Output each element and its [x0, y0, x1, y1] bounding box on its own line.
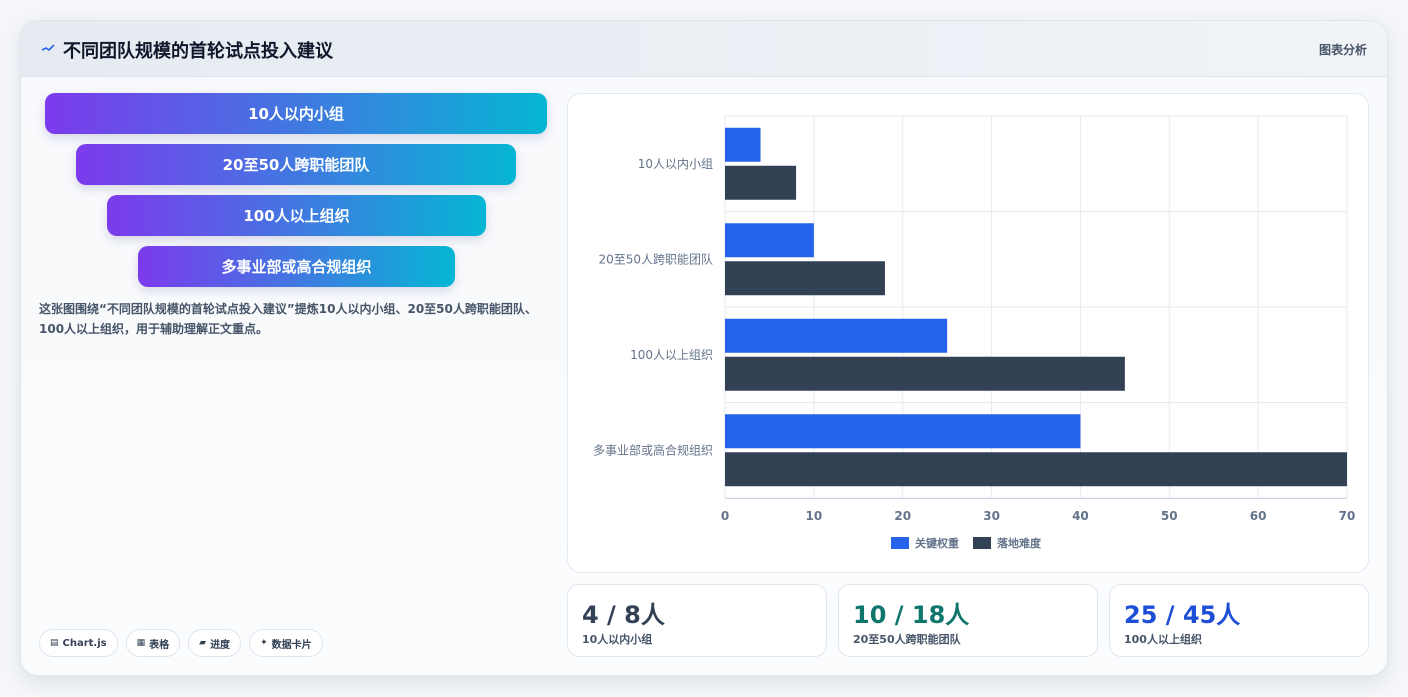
legend-swatch: [973, 537, 991, 549]
chart-icon: ▤: [50, 638, 59, 648]
stat-label: 100人以上组织: [1124, 633, 1202, 646]
chip-chartjs[interactable]: ▤ Chart.js: [39, 629, 118, 657]
y-tick-label: 多事业部或高合规组织: [593, 442, 713, 457]
bar-difficulty: [725, 165, 797, 200]
stat-card-3: 25 / 45人 100人以上组织: [1109, 584, 1369, 657]
chip-label: Chart.js: [62, 637, 107, 649]
chip-label: 数据卡片: [271, 639, 312, 651]
stat-value: 4 / 8人: [582, 601, 665, 629]
bar-difficulty: [725, 261, 885, 296]
funnel-item-label: 100人以上组织: [243, 207, 350, 225]
chart-analysis-tag: 图表分析: [1318, 43, 1367, 57]
x-tick-label: 20: [894, 509, 911, 523]
sparkle-icon: ✦: [260, 638, 268, 648]
bar-weight: [725, 318, 948, 353]
main-card: 不同团队规模的首轮试点投入建议 图表分析 10人以内小组 20至50人跨职能团队…: [20, 20, 1388, 676]
funnel-item-label: 10人以内小组: [248, 105, 344, 123]
bar-weight: [725, 223, 814, 258]
activity-icon: [41, 44, 55, 52]
stat-card-2: 10 / 18人 20至50人跨职能团队: [838, 584, 1098, 657]
bar-difficulty: [725, 452, 1347, 487]
tech-chips: ▤ Chart.js ▦ 表格 ▰ 进度 ✦ 数据卡片: [39, 629, 323, 657]
card-header: 不同团队规模的首轮试点投入建议 图表分析: [21, 21, 1387, 77]
x-tick-label: 70: [1339, 509, 1356, 523]
x-tick-label: 40: [1072, 509, 1089, 523]
page-title: 不同团队规模的首轮试点投入建议: [63, 41, 333, 62]
y-tick-label: 10人以内小组: [638, 157, 713, 171]
table-icon: ▦: [136, 638, 146, 648]
x-tick-label: 50: [1161, 509, 1178, 523]
x-tick-label: 0: [721, 509, 729, 523]
progress-icon: ▰: [199, 638, 207, 648]
funnel-item-4[interactable]: 多事业部或高合规组织: [138, 246, 455, 287]
chip-data-card[interactable]: ✦ 数据卡片: [249, 629, 323, 657]
y-tick-label: 20至50人跨职能团队: [598, 251, 713, 266]
stat-label: 10人以内小组: [582, 633, 653, 646]
chip-table[interactable]: ▦ 表格: [125, 629, 181, 657]
x-tick-label: 10: [806, 509, 823, 523]
stat-label: 20至50人跨职能团队: [853, 633, 961, 646]
funnel-item-1[interactable]: 10人以内小组: [45, 93, 547, 134]
chip-label: 表格: [149, 639, 170, 651]
funnel-item-label: 20至50人跨职能团队: [222, 156, 370, 174]
chart-description: 这张图围绕“不同团队规模的首轮试点投入建议”提炼10人以内小组、20至50人跨职…: [39, 302, 537, 336]
funnel-item-2[interactable]: 20至50人跨职能团队: [76, 144, 516, 185]
chip-progress[interactable]: ▰ 进度: [188, 629, 242, 657]
funnel-item-label: 多事业部或高合规组织: [221, 258, 372, 276]
stat-card-1: 4 / 8人 10人以内小组: [567, 584, 827, 657]
bar-weight: [725, 127, 761, 162]
bar-difficulty: [725, 356, 1125, 391]
legend-label: 关键权重: [915, 536, 959, 550]
chart-container: 10人以内小组 20至50人跨职能团队 100人以上组织多事业部或高合规组织 0 10 2…: [567, 93, 1369, 573]
x-tick-label: 60: [1250, 509, 1267, 523]
chip-label: 进度: [210, 639, 231, 651]
stat-value: 25 / 45人: [1124, 601, 1241, 629]
bar-weight: [725, 414, 1081, 449]
stat-value: 10 / 18人: [853, 601, 970, 629]
y-tick-label: 100人以上组织: [630, 348, 713, 362]
funnel-item-3[interactable]: 100人以上组织: [107, 195, 486, 236]
x-tick-label: 30: [983, 509, 1000, 523]
legend-label: 落地难度: [997, 536, 1042, 550]
legend-swatch: [891, 537, 909, 549]
